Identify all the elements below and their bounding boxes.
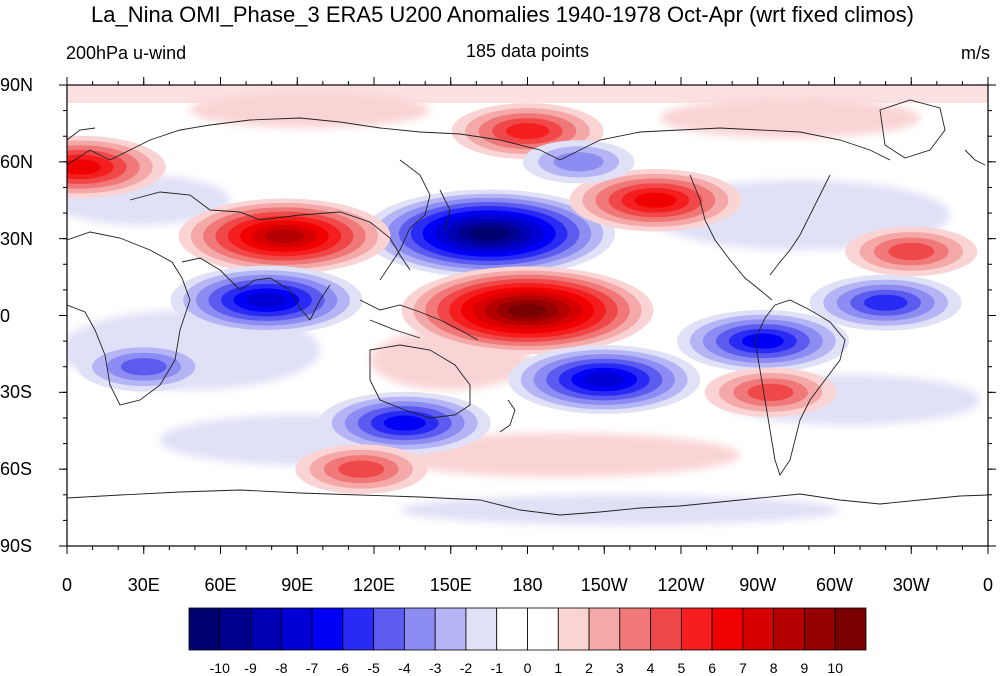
colorbar-swatch: [650, 607, 682, 651]
colorbar-swatch: [311, 607, 344, 651]
colorbar-swatch: [434, 607, 467, 651]
colorbar-tick-label: -4: [398, 660, 411, 676]
lon-label: 120W: [657, 575, 705, 595]
lon-label: 120E: [352, 575, 396, 595]
anomaly-center-11: [295, 444, 428, 494]
colorbar-swatch: [404, 607, 436, 651]
colorbar: [188, 607, 867, 651]
lat-label: 60S: [0, 459, 33, 480]
lon-label: 60W: [815, 575, 853, 595]
lon-label: 30W: [892, 575, 930, 595]
colorbar-tick-label: -2: [459, 660, 473, 676]
lat-label: 90N: [0, 75, 34, 95]
colorbar-tick-label: 2: [585, 660, 593, 676]
lon-label: 90W: [739, 575, 777, 595]
lat-label: 60N: [0, 151, 34, 172]
colorbar-tick-label: -3: [428, 660, 442, 676]
colorbar-swatch: [619, 607, 651, 651]
colorbar-tick-label: -7: [305, 660, 319, 676]
anomaly-center-13: [845, 226, 978, 277]
colorbar-swatch: [834, 607, 867, 651]
lat-label: 0: [0, 305, 11, 326]
colorbar-tick-label: 3: [615, 660, 624, 676]
colorbar-swatch: [680, 607, 713, 651]
anomaly-center-10: [67, 135, 166, 199]
lat-label: 90S: [0, 536, 33, 556]
colorbar-swatch: [711, 607, 744, 651]
anomaly-center-4: [508, 345, 701, 414]
anomaly-center-2: [170, 265, 363, 335]
colorbar-tick-label: -1: [490, 660, 503, 676]
anomaly-center-1: [178, 198, 391, 274]
colorbar-swatch: [557, 607, 590, 651]
colorbar-tick-label: 6: [708, 660, 717, 676]
anomaly-center-5: [676, 309, 849, 373]
lon-label: 150W: [580, 575, 628, 595]
colorbar-swatch: [373, 607, 405, 651]
lon-label: 0: [982, 575, 993, 595]
colorbar-swatch: [188, 607, 221, 651]
lon-label: 90E: [281, 575, 314, 595]
lon-label: 30E: [127, 575, 160, 595]
colorbar-tick-label: 4: [646, 660, 655, 676]
anomaly-center-14: [522, 140, 635, 184]
lat-label: 30N: [0, 228, 34, 249]
colorbar-tick-label: -10: [209, 660, 230, 676]
colorbar-swatch: [496, 607, 528, 651]
colorbar-swatch: [527, 607, 559, 651]
colorbar-tick-label: -5: [367, 660, 380, 676]
lat-label: 30S: [0, 382, 33, 403]
coastlines: [67, 99, 988, 516]
colorbar-tick-label: -6: [336, 660, 350, 676]
lon-label: 0: [61, 575, 72, 595]
lon-label: 180: [512, 575, 543, 595]
lon-label: 60E: [204, 575, 237, 595]
colorbar-swatch: [465, 607, 498, 651]
colorbar-tick-label: 0: [523, 660, 532, 676]
colorbar-tick-label: 9: [800, 660, 809, 676]
anomaly-contours: [67, 103, 978, 494]
colorbar-tick-label: 1: [554, 660, 563, 676]
anomaly-center-9: [809, 274, 962, 331]
map-title: La_Nina OMI_Phase_3 ERA5 U200 Anomalies …: [91, 2, 914, 27]
colorbar-swatch: [804, 607, 836, 651]
colorbar-tick-label: -8: [275, 660, 288, 676]
colorbar-swatch: [342, 607, 375, 651]
colorbar-tick-label: -9: [244, 660, 257, 676]
colorbar-tick-label: 10: [827, 660, 843, 676]
colorbar-swatch: [773, 607, 805, 651]
axis-ticks: [59, 77, 996, 554]
colorbar-swatch: [219, 607, 251, 651]
colorbar-tick-label: 5: [677, 660, 686, 676]
colorbar-swatch: [588, 607, 621, 651]
anomaly-center-12: [704, 367, 837, 418]
colorbar-swatch: [250, 607, 282, 651]
anomaly-center-6: [318, 391, 491, 455]
colorbar-tick-label: 8: [769, 660, 778, 676]
anomaly-center-7: [569, 169, 742, 232]
units-label: m/s: [961, 43, 990, 63]
variable-label: 200hPa u-wind: [66, 43, 187, 63]
lon-label: 150E: [429, 575, 472, 595]
colorbar-swatch: [742, 607, 775, 651]
data-points-label: 185 data points: [465, 41, 590, 61]
colorbar-swatch: [280, 607, 313, 651]
anomaly-center-15: [77, 341, 210, 392]
colorbar-tick-label: 7: [739, 660, 747, 676]
anomaly-center-3: [401, 266, 654, 355]
